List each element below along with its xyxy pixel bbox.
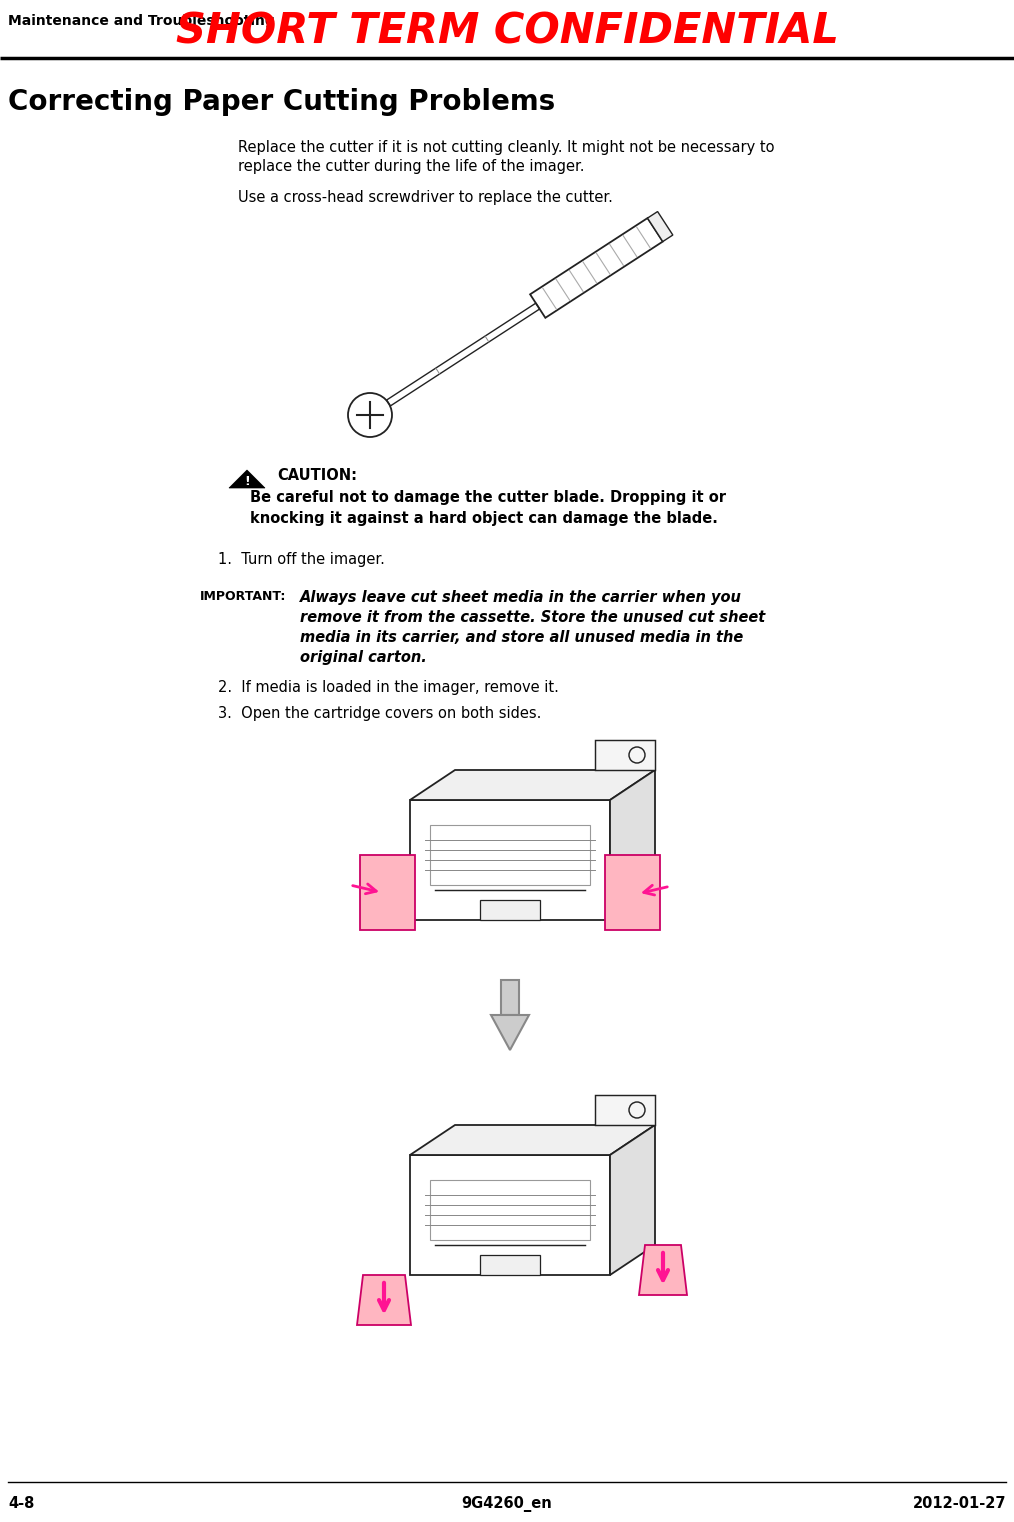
- FancyArrowPatch shape: [658, 1253, 668, 1280]
- Text: Use a cross-head screwdriver to replace the cutter.: Use a cross-head screwdriver to replace …: [238, 190, 612, 205]
- Text: 4-8: 4-8: [8, 1496, 34, 1511]
- Polygon shape: [357, 1275, 411, 1326]
- FancyBboxPatch shape: [410, 1155, 610, 1275]
- FancyBboxPatch shape: [360, 855, 415, 930]
- Text: IMPORTANT:: IMPORTANT:: [200, 591, 286, 603]
- FancyBboxPatch shape: [480, 900, 540, 919]
- FancyArrowPatch shape: [379, 1283, 389, 1310]
- Polygon shape: [648, 212, 673, 242]
- Text: 3.  Open the cartridge covers on both sides.: 3. Open the cartridge covers on both sid…: [218, 706, 541, 721]
- Text: knocking it against a hard object can damage the blade.: knocking it against a hard object can da…: [250, 511, 718, 527]
- Polygon shape: [229, 470, 265, 489]
- Polygon shape: [610, 1125, 655, 1275]
- Polygon shape: [595, 740, 655, 770]
- FancyBboxPatch shape: [501, 980, 519, 1015]
- Polygon shape: [639, 1245, 687, 1295]
- Text: Correcting Paper Cutting Problems: Correcting Paper Cutting Problems: [8, 88, 556, 116]
- Text: 1.  Turn off the imager.: 1. Turn off the imager.: [218, 552, 385, 568]
- Text: media in its carrier, and store all unused media in the: media in its carrier, and store all unus…: [300, 630, 743, 645]
- Polygon shape: [410, 1125, 655, 1155]
- Polygon shape: [410, 770, 655, 801]
- Text: original carton.: original carton.: [300, 650, 427, 665]
- Text: Replace the cutter if it is not cutting cleanly. It might not be necessary to: Replace the cutter if it is not cutting …: [238, 140, 775, 155]
- FancyBboxPatch shape: [480, 1256, 540, 1275]
- Text: replace the cutter during the life of the imager.: replace the cutter during the life of th…: [238, 158, 584, 174]
- Polygon shape: [610, 770, 655, 919]
- Text: 2012-01-27: 2012-01-27: [913, 1496, 1006, 1511]
- FancyBboxPatch shape: [605, 855, 660, 930]
- FancyArrowPatch shape: [353, 884, 376, 893]
- Text: 9G4260_en: 9G4260_en: [461, 1496, 553, 1511]
- FancyBboxPatch shape: [410, 801, 610, 919]
- Text: !: !: [244, 475, 249, 489]
- Text: remove it from the cassette. Store the unused cut sheet: remove it from the cassette. Store the u…: [300, 610, 766, 626]
- Text: Maintenance and Troubleshooting: Maintenance and Troubleshooting: [8, 14, 275, 27]
- Text: CAUTION:: CAUTION:: [277, 467, 357, 482]
- Text: SHORT TERM CONFIDENTIAL: SHORT TERM CONFIDENTIAL: [175, 11, 839, 52]
- Text: 2.  If media is loaded in the imager, remove it.: 2. If media is loaded in the imager, rem…: [218, 680, 559, 696]
- Polygon shape: [491, 1015, 529, 1050]
- Text: Always leave cut sheet media in the carrier when you: Always leave cut sheet media in the carr…: [300, 591, 742, 606]
- Polygon shape: [595, 1094, 655, 1125]
- FancyArrowPatch shape: [644, 886, 667, 895]
- Text: Be careful not to damage the cutter blade. Dropping it or: Be careful not to damage the cutter blad…: [250, 490, 726, 505]
